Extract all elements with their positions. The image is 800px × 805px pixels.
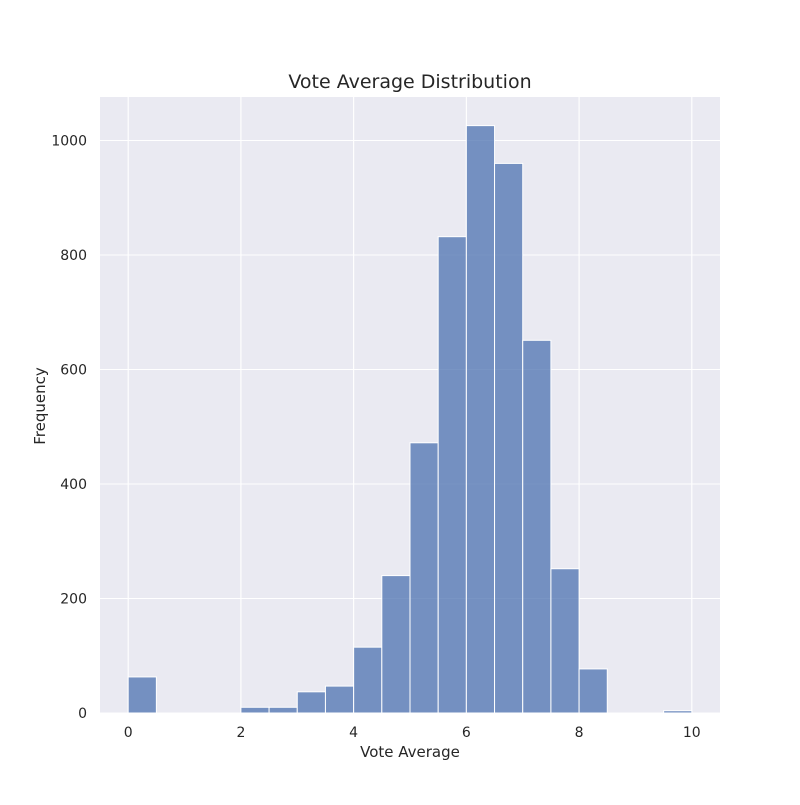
histogram-bar	[240, 706, 270, 714]
histogram-bar	[437, 236, 467, 714]
histogram-bars	[127, 125, 693, 714]
histogram-bar	[494, 162, 524, 714]
x-tick-label: 4	[349, 725, 358, 741]
x-tick-label: 6	[462, 725, 471, 741]
histogram-bar	[550, 568, 580, 714]
histogram-bar	[324, 685, 355, 714]
x-axis-label: Vote Average	[360, 743, 460, 761]
x-tick-label: 10	[683, 725, 701, 741]
y-tick-label: 600	[60, 363, 87, 379]
x-tick-label: 2	[236, 725, 245, 741]
x-tick-label: 0	[124, 725, 133, 741]
histogram-bar	[296, 691, 326, 714]
y-tick-label: 200	[60, 592, 87, 608]
histogram-bar	[127, 676, 157, 714]
y-tick-label: 1000	[51, 134, 87, 150]
y-tick-label: 800	[60, 248, 87, 264]
axis-ticks: 0 2 4 6 8 10 0 200 400 600 800 1000	[51, 134, 700, 741]
y-axis-label: Frequency	[31, 367, 49, 445]
chart-title: Vote Average Distribution	[288, 71, 531, 93]
histogram-bar	[268, 706, 298, 714]
histogram-bar	[663, 710, 693, 714]
histogram-bar	[522, 339, 552, 714]
y-tick-label: 400	[60, 477, 87, 493]
y-tick-label: 0	[78, 706, 87, 722]
x-tick-label: 8	[575, 725, 584, 741]
histogram-bar	[381, 575, 411, 714]
histogram-bar	[409, 442, 439, 714]
histogram-bar	[465, 125, 496, 714]
histogram-bar	[578, 668, 608, 714]
gridlines	[100, 97, 720, 714]
histogram-bar	[353, 646, 383, 714]
